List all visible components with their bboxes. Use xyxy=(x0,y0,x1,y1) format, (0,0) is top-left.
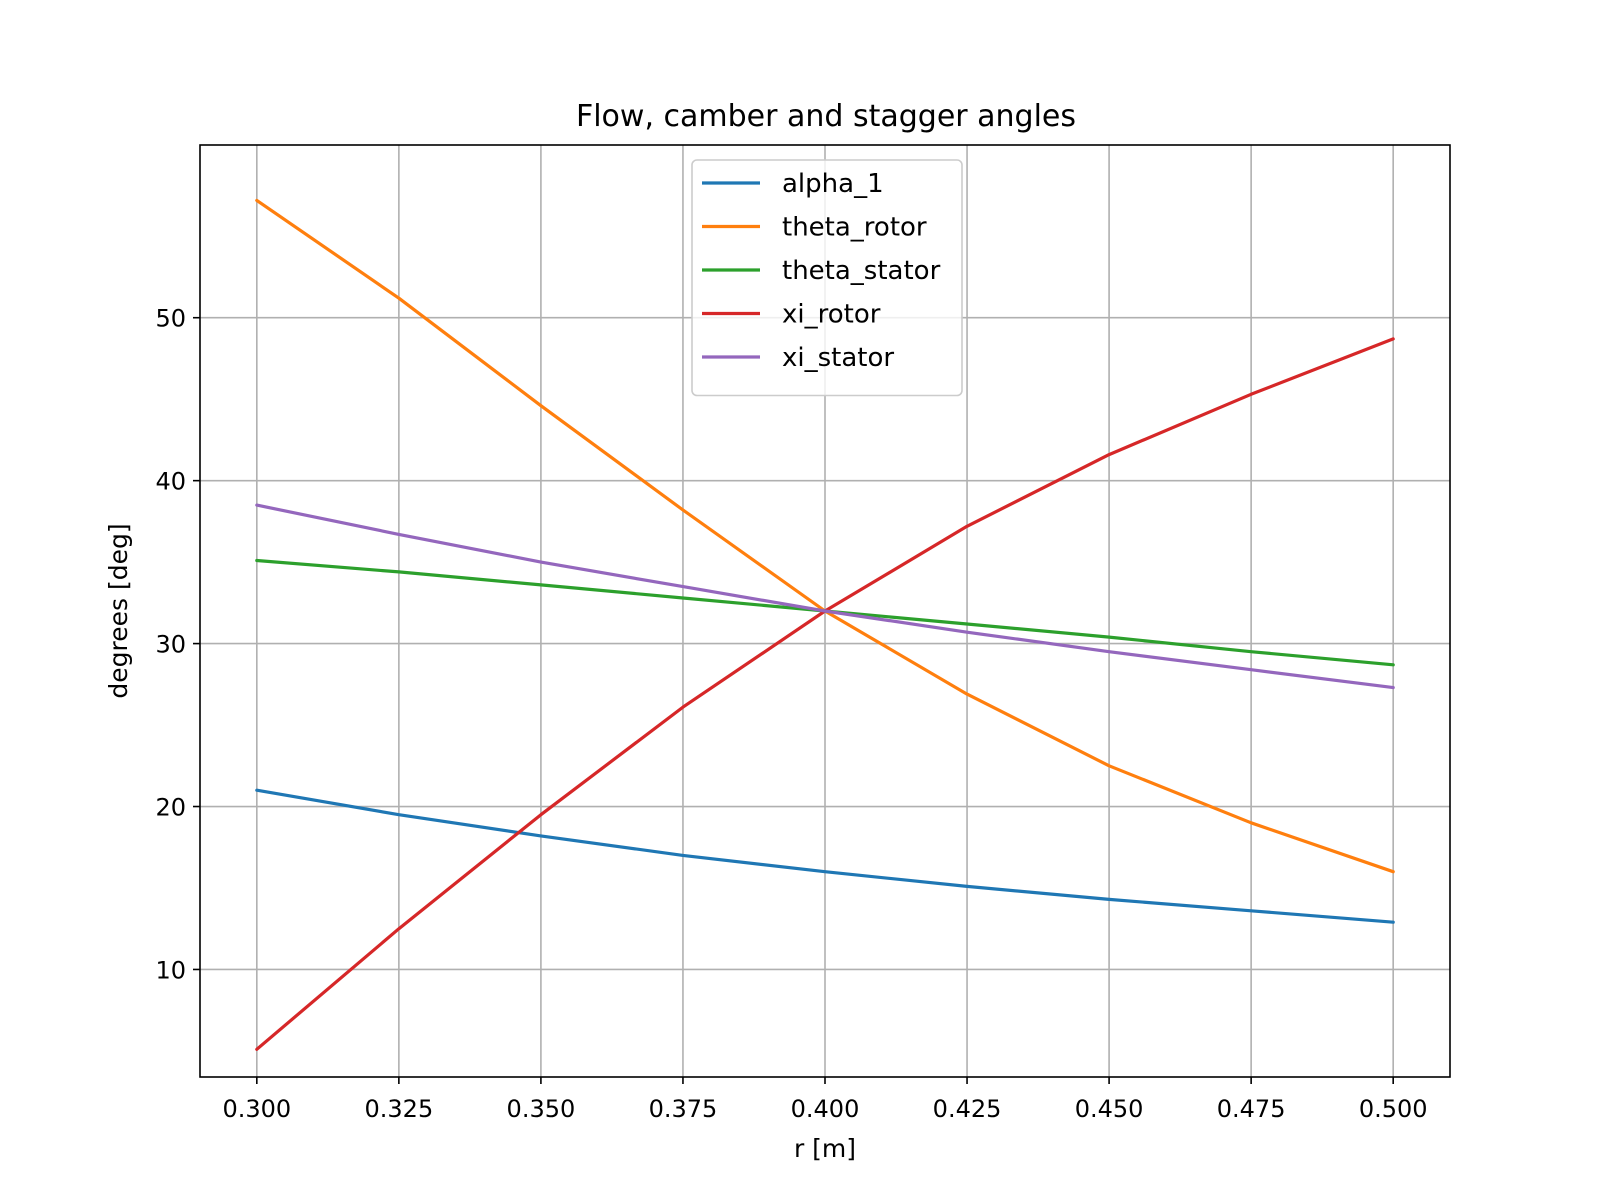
legend-label: theta_stator xyxy=(782,256,941,286)
y-tick-label: 10 xyxy=(155,956,186,984)
x-tick-label: 0.425 xyxy=(933,1095,1002,1123)
legend-label: alpha_1 xyxy=(782,169,884,199)
y-tick-label: 40 xyxy=(155,468,186,496)
x-tick-label: 0.350 xyxy=(507,1095,576,1123)
series-lines xyxy=(255,198,1395,1051)
y-tick-label: 20 xyxy=(155,794,186,822)
series-line-xi_stator xyxy=(255,503,1395,690)
x-tick-label: 0.400 xyxy=(791,1095,860,1123)
x-tick-label: 0.475 xyxy=(1217,1095,1286,1123)
y-tick-label: 50 xyxy=(155,305,186,333)
x-tick-label: 0.300 xyxy=(222,1095,291,1123)
x-axis-label: r [m] xyxy=(794,1134,856,1163)
x-tick-label: 0.500 xyxy=(1359,1095,1428,1123)
y-axis-label: degrees [deg] xyxy=(104,523,133,698)
series-line-alpha_1 xyxy=(255,788,1395,924)
axis-ticks: 0.300 0.325 0.350 0.375 0.400 0.425 0.450 0.475… xyxy=(155,305,1427,1123)
y-tick-label: 30 xyxy=(155,631,186,659)
legend-label: theta_rotor xyxy=(782,213,927,243)
x-tick-label: 0.325 xyxy=(365,1095,434,1123)
legend: alpha_1 theta_rotor theta_stator xi_rotorxi… xyxy=(691,159,963,397)
chart-title: Flow, camber and stagger angles xyxy=(576,99,1076,134)
x-tick-label: 0.375 xyxy=(649,1095,718,1123)
legend-label: xi_stator xyxy=(782,343,894,373)
legend-box xyxy=(691,159,963,397)
x-tick-label: 0.450 xyxy=(1075,1095,1144,1123)
legend-label: xi_rotor xyxy=(782,300,881,330)
